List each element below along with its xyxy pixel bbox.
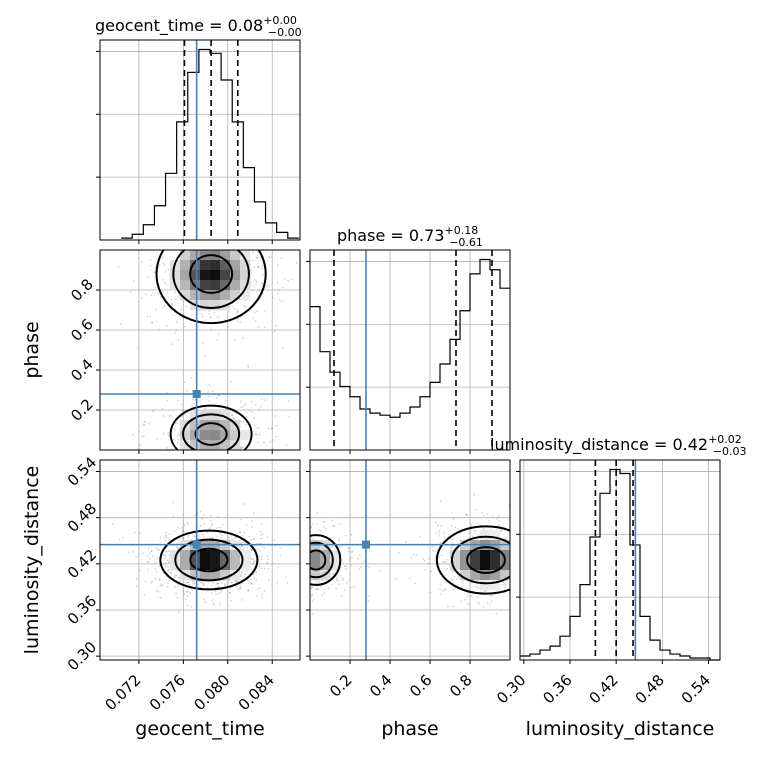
contours <box>310 525 510 595</box>
y-tick-label-3: 0.8 <box>67 275 97 305</box>
y-tick-label-4: 0.54 <box>64 453 100 489</box>
y-axis-label-phase: phase <box>21 321 43 378</box>
x-tick-label-3: 0.084 <box>235 671 278 714</box>
contour-0-2 <box>155 250 267 325</box>
phase-title: phase = 0.73+0.18 −0.61 <box>337 224 483 249</box>
x-axis-label-luminosity-distance: luminosity_distance <box>526 718 715 740</box>
x-tick-label-4: 0.54 <box>678 671 714 707</box>
contour-1-1 <box>182 413 241 450</box>
contour-0-2 <box>435 525 510 595</box>
y-tick-label-1: 0.4 <box>67 355 97 385</box>
contour-0-0 <box>189 547 229 573</box>
x-tick-label-0: 0.072 <box>101 671 144 714</box>
x-tick-label-1: 0.4 <box>366 671 396 701</box>
x-tick-label-2: 0.6 <box>406 671 436 701</box>
geocent-time-vs-phase-panel: 0.2 0.4 0.6 0.8 <box>67 249 301 454</box>
contour-1-2 <box>310 534 342 586</box>
x-tick-label-3: 0.48 <box>632 671 668 707</box>
panel-frame <box>99 39 301 241</box>
x-axis-label-geocent-time: geocent_time <box>135 718 264 740</box>
panel-frame <box>309 459 511 661</box>
x-tick-label-1: 0.076 <box>146 671 189 714</box>
truth-marker <box>192 540 201 549</box>
histogram-step-geocent_time <box>121 48 299 239</box>
contour-0-1 <box>172 250 250 310</box>
contour-0-2 <box>159 529 259 591</box>
y-tick-label-0: 0.30 <box>64 638 100 674</box>
geocent-time-title: geocent_time = 0.08+0.00 −0.00 <box>95 14 302 39</box>
phase-vs-luminosity-distance-panel: 0.2 0.4 0.6 0.8 <box>306 459 511 701</box>
truth-marker <box>192 390 201 398</box>
contour-0-0 <box>189 254 234 294</box>
x-tick-label-2: 0.080 <box>190 671 233 714</box>
truth-marker <box>362 540 370 549</box>
luminosity-distance-histogram-panel: 0.30 0.36 0.42 0.48 0.54 <box>493 459 721 707</box>
contour-1-1 <box>310 541 334 579</box>
panel-frame <box>519 459 721 661</box>
luminosity-distance-title: luminosity_distance = 0.42+0.02 −0.03 <box>490 433 747 458</box>
x-tick-label-2: 0.42 <box>585 671 621 707</box>
contours <box>155 250 267 450</box>
y-tick-label-1: 0.36 <box>64 592 100 628</box>
panel-frame <box>99 459 301 661</box>
contour-1-2 <box>169 404 253 450</box>
geocent-time-histogram-panel <box>96 39 301 244</box>
geocent-time-vs-luminosity-distance-panel: 0.30 0.36 0.42 0.48 0.54 0.072 0.076 0.080 0.084 <box>64 453 301 714</box>
contour-0-1 <box>450 535 510 585</box>
density-cells <box>170 250 251 450</box>
x-tick-label-0: 0.30 <box>493 671 529 707</box>
contour-0-1 <box>174 538 244 582</box>
contour-1-0 <box>194 422 228 446</box>
y-tick-label-0: 0.2 <box>67 395 97 425</box>
panel-frame <box>99 249 301 451</box>
contours <box>159 529 259 591</box>
y-tick-label-2: 0.42 <box>64 546 100 582</box>
panel-frame <box>309 249 511 451</box>
x-tick-label-1: 0.36 <box>539 671 575 707</box>
contour-0-0 <box>466 546 506 574</box>
phase-histogram-panel <box>306 249 511 454</box>
x-tick-label-0: 0.2 <box>326 671 356 701</box>
y-tick-label-3: 0.48 <box>64 500 100 536</box>
histogram-step-phase <box>310 258 510 418</box>
x-tick-label-3: 0.8 <box>446 671 476 701</box>
y-tick-label-2: 0.6 <box>67 315 97 345</box>
y-axis-label-luminosity-distance: luminosity_distance <box>21 466 43 655</box>
x-axis-label-phase: phase <box>381 718 438 740</box>
histogram-step-luminosity_distance <box>520 468 720 661</box>
density-cells <box>170 540 251 581</box>
contour-1-0 <box>310 549 327 571</box>
